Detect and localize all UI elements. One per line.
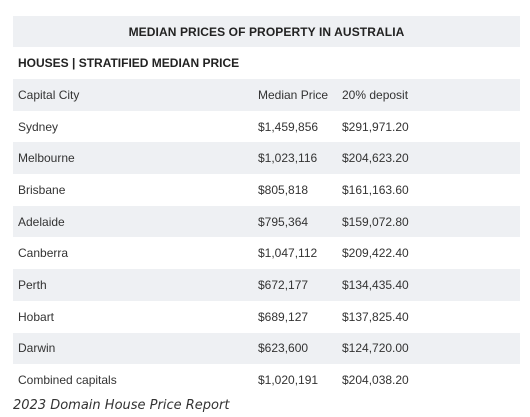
cell-city: Hobart (18, 309, 55, 324)
cell-median-price: $1,020,191 (258, 373, 319, 388)
cell-city: Darwin (18, 341, 56, 356)
cell-median-price: $689,127 (258, 309, 309, 324)
cell-median-price: $672,177 (258, 277, 309, 292)
table-row: Adelaide $795,364 $159,072.80 (13, 205, 520, 238)
cell-median-price: $805,818 (258, 182, 309, 197)
table-row: Sydney $1,459,856 $291,971.20 (13, 111, 520, 143)
table-header-row: Capital City Median Price 20% deposit (13, 79, 520, 111)
table-title: MEDIAN PRICES OF PROPERTY IN AUSTRALIA (13, 16, 520, 47)
table-row: Hobart $689,127 $137,825.40 (13, 301, 520, 333)
cell-median-price: $1,459,856 (258, 119, 319, 134)
table-row: Darwin $623,600 $124,720.00 (13, 332, 520, 365)
cell-deposit: $291,971.20 (342, 119, 409, 134)
price-table: MEDIAN PRICES OF PROPERTY IN AUSTRALIA H… (13, 16, 520, 396)
cell-median-price: $1,047,112 (258, 246, 318, 261)
table-subtitle: HOUSES | STRATIFIED MEDIAN PRICE (13, 47, 520, 79)
header-median-price: Median Price (258, 87, 329, 102)
cell-deposit: $209,422.40 (342, 246, 409, 261)
cell-deposit: $137,825.40 (342, 309, 409, 324)
cell-city: Melbourne (18, 151, 75, 166)
table-row: Canberra $1,047,112 $209,422.40 (13, 237, 520, 269)
cell-city: Sydney (18, 119, 59, 134)
cell-city: Adelaide (18, 214, 65, 229)
table-row: Perth $672,177 $134,435.40 (13, 269, 520, 301)
cell-city: Canberra (18, 246, 69, 261)
table-row: Melbourne $1,023,116 $204,623.20 (13, 142, 520, 175)
table-row: Combined capitals $1,020,191 $204,038.20 (13, 364, 520, 396)
cell-city: Perth (18, 277, 47, 292)
table-row: Brisbane $805,818 $161,163.60 (13, 174, 520, 206)
cell-deposit: $161,163.60 (342, 182, 409, 197)
cell-deposit: $134,435.40 (342, 277, 409, 292)
cell-deposit: $159,072.80 (342, 214, 409, 229)
cell-deposit: $124,720.00 (342, 341, 409, 356)
cell-median-price: $623,600 (258, 341, 309, 356)
cell-city: Brisbane (18, 182, 66, 197)
header-deposit: 20% deposit (342, 87, 409, 102)
cell-deposit: $204,038.20 (342, 373, 409, 388)
header-capital-city: Capital City (18, 87, 80, 102)
source-caption: 2023 Domain House Price Report (13, 398, 230, 413)
cell-deposit: $204,623.20 (342, 151, 409, 166)
cell-city: Combined capitals (18, 373, 117, 388)
cell-median-price: $1,023,116 (258, 151, 318, 166)
cell-median-price: $795,364 (258, 214, 309, 229)
